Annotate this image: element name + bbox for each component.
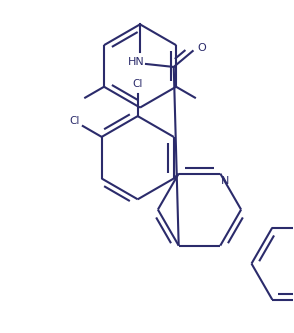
Text: HN: HN xyxy=(128,57,144,67)
Text: N: N xyxy=(221,176,229,186)
Text: O: O xyxy=(197,43,206,53)
Text: Cl: Cl xyxy=(69,116,79,126)
Text: Cl: Cl xyxy=(133,79,143,89)
